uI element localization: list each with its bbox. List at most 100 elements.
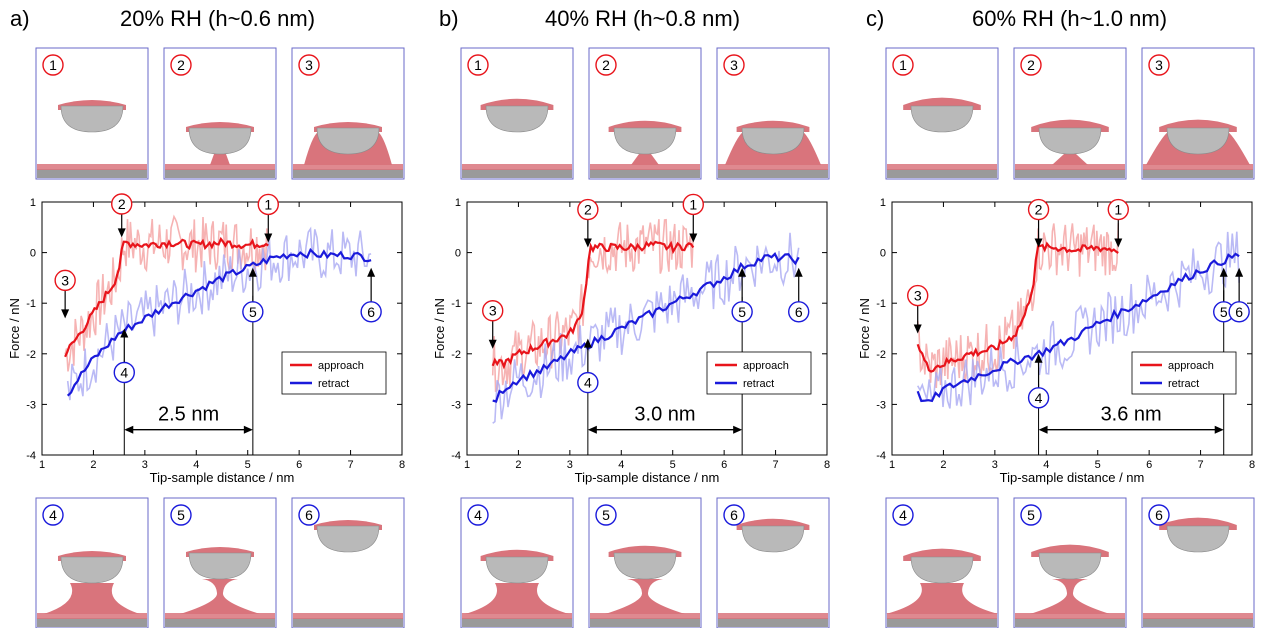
series-approach bbox=[491, 240, 695, 370]
y-tick-label: -1 bbox=[876, 298, 886, 310]
trace-retract-raw bbox=[916, 231, 1240, 409]
tip bbox=[1038, 552, 1102, 580]
trace-retract-raw bbox=[66, 226, 372, 401]
marker-arrowhead bbox=[1235, 267, 1244, 277]
snapshot-number: 3 bbox=[1155, 57, 1163, 73]
y-tick-label: -2 bbox=[451, 349, 461, 361]
marker-label: 6 bbox=[795, 304, 803, 320]
water-film bbox=[462, 613, 572, 619]
tip bbox=[1166, 127, 1230, 155]
y-axis-label: Force / nN bbox=[432, 298, 447, 359]
y-tick-label: 0 bbox=[30, 248, 36, 260]
panel-a-figure: 1 2 3 4 5 6 1 2 3 4 5 6 7 8 -4 -3 -2 -1 0 1 Tip-sample dista… bbox=[7, 47, 405, 628]
tip bbox=[485, 105, 549, 133]
panel-b: b) 40% RH (h~0.8 nm) 1 2 3 4 5 6 1 2 3 4 5 6 7 8 -4 -3 -… bbox=[425, 0, 850, 628]
marker-4: 4 bbox=[1027, 353, 1050, 409]
marker-circle bbox=[111, 193, 133, 215]
trace-retract-raw bbox=[492, 232, 800, 424]
tip bbox=[485, 556, 549, 584]
tip bbox=[188, 552, 252, 580]
snapshot-2: 2 bbox=[588, 47, 702, 180]
snapshot-1: 1 bbox=[885, 47, 999, 180]
trace-approach-raw bbox=[491, 218, 695, 393]
y-tick-label: 1 bbox=[30, 197, 36, 209]
y-tick-label: 0 bbox=[880, 248, 886, 260]
marker-arrowhead bbox=[264, 233, 273, 243]
snapshot-number: 4 bbox=[899, 507, 907, 523]
x-tick-label: 6 bbox=[721, 459, 727, 471]
marker-arrowhead bbox=[794, 267, 803, 277]
marker-label: 3 bbox=[489, 303, 497, 319]
snapshot-4: 4 bbox=[885, 497, 999, 628]
marker-label: 4 bbox=[1035, 390, 1043, 406]
water-film bbox=[1015, 164, 1125, 170]
series-retract bbox=[492, 252, 800, 403]
water-bridge bbox=[1052, 154, 1088, 165]
water-neck bbox=[886, 583, 998, 614]
marker-label: 5 bbox=[249, 304, 257, 320]
substrate bbox=[1015, 169, 1125, 178]
x-tick-label: 5 bbox=[1095, 459, 1101, 471]
snapshot-number-circle bbox=[42, 504, 64, 526]
marker-label: 6 bbox=[1235, 304, 1243, 320]
x-tick-label: 8 bbox=[399, 459, 405, 471]
water-film bbox=[718, 164, 828, 170]
tip bbox=[60, 105, 124, 133]
panel-letter: c) bbox=[866, 6, 885, 31]
substrate bbox=[37, 618, 147, 627]
snapshot-number-circle bbox=[298, 504, 320, 526]
marker-label: 6 bbox=[367, 304, 375, 320]
water-film bbox=[718, 613, 828, 619]
snapshot-number: 5 bbox=[177, 507, 185, 523]
snapshot-5: 5 bbox=[163, 497, 277, 628]
legend-label-retract: retract bbox=[318, 378, 349, 390]
water-film bbox=[165, 164, 275, 170]
series-approach bbox=[916, 241, 1119, 373]
tip bbox=[1038, 127, 1102, 155]
substrate bbox=[462, 169, 572, 178]
marker-circle bbox=[682, 193, 704, 216]
marker-label: 3 bbox=[61, 272, 69, 288]
x-tick-label: 1 bbox=[464, 459, 470, 471]
marker-1: 1 bbox=[682, 193, 704, 243]
snapshot-number: 1 bbox=[49, 57, 57, 73]
dimension-arrow-right bbox=[243, 425, 253, 434]
panel-title: 60% RH (h~1.0 nm) bbox=[972, 6, 1168, 31]
marker-arrowhead bbox=[1114, 238, 1123, 248]
snapshot-number-circle bbox=[892, 54, 914, 76]
water-film bbox=[887, 613, 997, 619]
y-tick-label: -4 bbox=[451, 450, 461, 462]
marker-circle bbox=[577, 198, 599, 221]
snapshot-4: 4 bbox=[35, 497, 149, 628]
legend-label-approach: approach bbox=[1168, 360, 1214, 372]
marker-2: 2 bbox=[111, 193, 133, 238]
tip bbox=[910, 105, 974, 133]
y-tick-label: -1 bbox=[451, 298, 461, 310]
marker-circle bbox=[113, 361, 135, 384]
x-tick-label: 2 bbox=[515, 459, 521, 471]
x-tick-label: 8 bbox=[1249, 459, 1255, 471]
marker-label: 4 bbox=[584, 375, 592, 391]
x-tick-label: 1 bbox=[39, 459, 45, 471]
snapshot-number-circle bbox=[595, 504, 617, 526]
marker-arrowhead bbox=[689, 233, 698, 243]
y-tick-label: 1 bbox=[455, 197, 461, 209]
substrate bbox=[887, 618, 997, 627]
panel-a: a) 20% RH (h~0.6 nm) 1 2 3 4 5 6 1 2 3 4 5 6 7 8 -4 -3 -… bbox=[0, 0, 425, 628]
tip bbox=[1166, 525, 1230, 553]
marker-label: 1 bbox=[689, 196, 697, 212]
marker-circle bbox=[54, 269, 76, 292]
tip bbox=[188, 127, 252, 155]
plot-frame bbox=[891, 201, 1253, 456]
snapshot-3: 3 bbox=[716, 47, 830, 180]
snapshot-2: 2 bbox=[163, 47, 277, 180]
dimension-label: 3.6 nm bbox=[1101, 404, 1162, 426]
x-tick-label: 4 bbox=[1043, 459, 1049, 471]
substrate bbox=[590, 618, 700, 627]
panel-b-figure: 1 2 3 4 5 6 1 2 3 4 5 6 7 8 -4 -3 -2 -1 0 1 Tip-sample dista… bbox=[432, 47, 830, 628]
marker-arrowhead bbox=[913, 324, 922, 334]
snapshot-number-circle bbox=[892, 504, 914, 526]
legend-label-approach: approach bbox=[743, 360, 789, 372]
water-film bbox=[1143, 164, 1253, 170]
x-axis-label: Tip-sample distance / nm bbox=[575, 470, 720, 485]
